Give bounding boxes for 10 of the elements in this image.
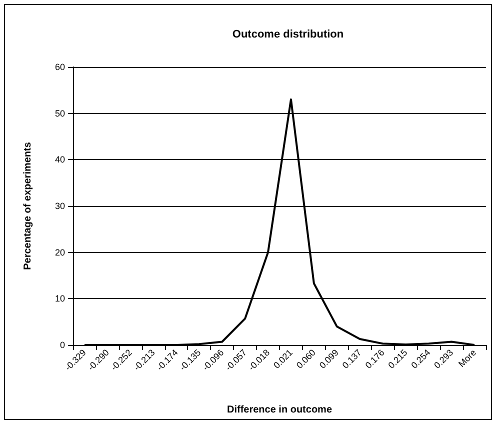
y-tick-label: 0: [60, 340, 65, 350]
y-tick-label: 20: [54, 247, 65, 258]
y-tick-label: 50: [54, 108, 65, 118]
y-tick-label: 40: [54, 154, 65, 165]
x-axis-title: Difference in outcome: [226, 404, 332, 416]
y-tick-label: 60: [54, 62, 65, 72]
y-tick-label: 10: [54, 294, 65, 304]
y-axis-title: Percentage of experiments: [22, 142, 34, 270]
chart-title: Outcome distribution: [232, 28, 344, 40]
y-tick-label: 30: [54, 201, 65, 211]
